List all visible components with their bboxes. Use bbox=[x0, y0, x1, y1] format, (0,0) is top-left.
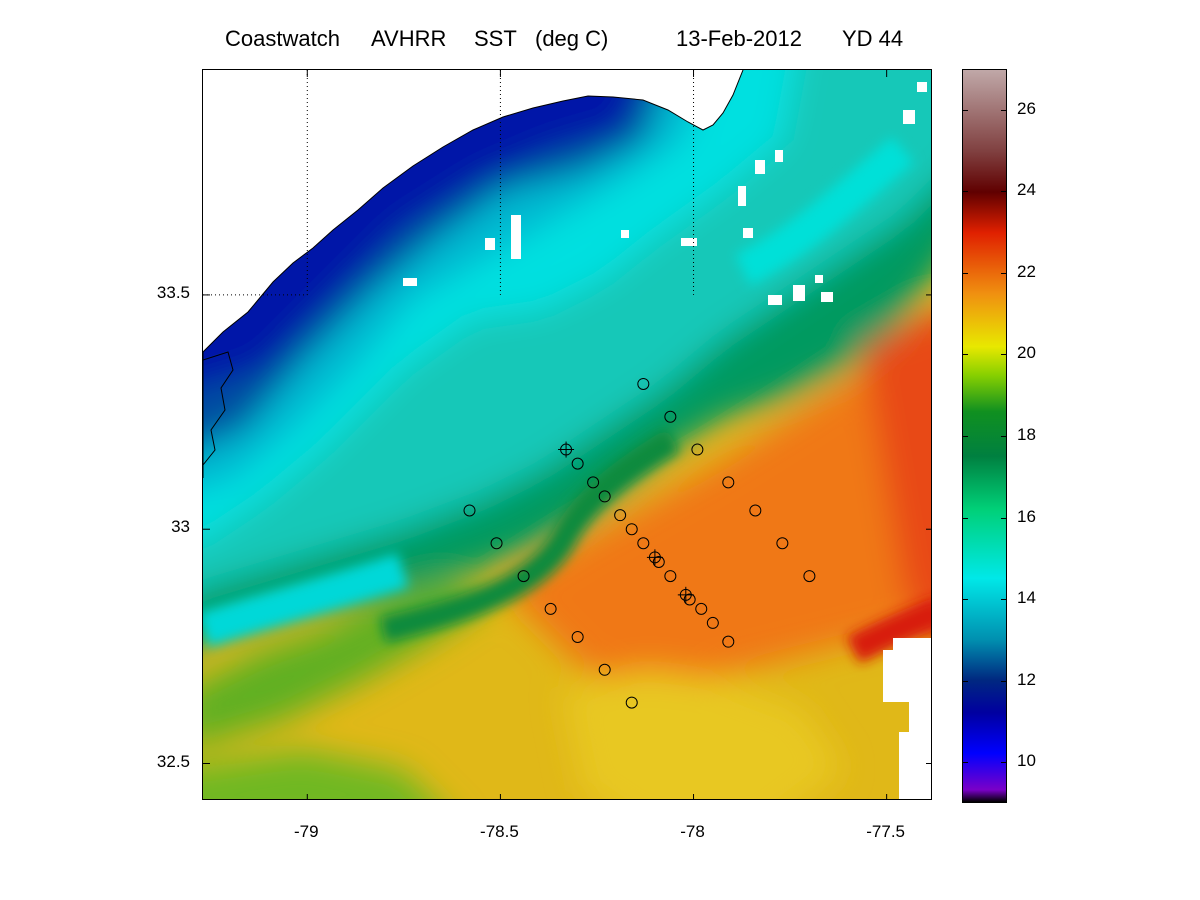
station-marker bbox=[664, 410, 677, 423]
station-marker bbox=[749, 504, 762, 517]
title-units: (deg C) bbox=[535, 26, 609, 51]
colorbar-tick bbox=[1001, 436, 1007, 437]
station-marker bbox=[652, 556, 665, 569]
colorbar-tick bbox=[962, 109, 968, 111]
station-marker bbox=[598, 663, 611, 676]
colorbar-tick bbox=[1001, 680, 1007, 682]
station-marker bbox=[683, 593, 696, 606]
station-marker bbox=[776, 537, 789, 550]
station-marker bbox=[571, 630, 584, 643]
colorbar-tick-label: 14 bbox=[1017, 588, 1036, 608]
title-variable: SST bbox=[474, 26, 517, 51]
station-marker bbox=[691, 443, 704, 456]
sst-map-canvas bbox=[203, 70, 931, 799]
station-marker bbox=[637, 377, 650, 390]
station-marker bbox=[637, 537, 650, 550]
colorbar-tick bbox=[962, 762, 968, 764]
lon-tick-label: -79 bbox=[293, 822, 319, 841]
gridlines bbox=[203, 70, 931, 799]
colorbar-tick bbox=[962, 517, 968, 519]
station-marker bbox=[706, 616, 719, 629]
colorbar-tick bbox=[1001, 599, 1007, 601]
colorbar-tick-label: 26 bbox=[1017, 98, 1036, 118]
colorbar-tick bbox=[1001, 517, 1007, 519]
station-marker bbox=[722, 635, 735, 648]
station-marker bbox=[587, 476, 600, 489]
station-marker bbox=[571, 457, 584, 470]
lon-tick-label: -77.5 bbox=[866, 822, 906, 841]
lat-tick-label: 32.5 bbox=[156, 751, 190, 771]
station-marker bbox=[722, 476, 735, 489]
colorbar-tick-label: 16 bbox=[1017, 506, 1036, 526]
station-marker bbox=[598, 490, 611, 503]
title-sensor: AVHRR bbox=[371, 26, 447, 51]
station-marker-plus bbox=[646, 549, 663, 566]
colorbar-tick bbox=[962, 354, 968, 356]
station-marker bbox=[463, 504, 476, 517]
colorbar-tick bbox=[962, 599, 968, 601]
colorbar-tick-label: 18 bbox=[1017, 425, 1036, 444]
lon-tick-label: -78 bbox=[680, 822, 705, 841]
station-marker bbox=[625, 523, 638, 536]
lat-tick-label: 33 bbox=[171, 517, 190, 537]
lon-tick-label: -78.5 bbox=[480, 822, 519, 841]
colorbar-tick bbox=[1001, 354, 1007, 356]
missing-data-patches bbox=[403, 82, 931, 799]
colorbar-tick-label: 22 bbox=[1017, 261, 1036, 281]
colorbar-tick-label: 10 bbox=[1017, 751, 1036, 771]
colorbar-tick bbox=[962, 272, 968, 274]
colorbar-tick bbox=[962, 680, 968, 682]
station-marker-plus bbox=[558, 441, 575, 458]
colorbar-tick bbox=[1001, 191, 1007, 193]
lat-tick-label: 33.5 bbox=[156, 282, 190, 302]
colorbar-tick bbox=[1001, 109, 1007, 111]
title-date: 13-Feb-2012 bbox=[676, 26, 802, 51]
station-marker bbox=[490, 537, 503, 550]
title-product: Coastwatch bbox=[225, 26, 340, 51]
colorbar-tick-label: 20 bbox=[1017, 343, 1036, 363]
station-marker bbox=[625, 696, 638, 709]
colorbar-tick bbox=[962, 191, 968, 193]
station-marker bbox=[664, 570, 677, 583]
title-yearday: YD 44 bbox=[842, 26, 904, 51]
sst-field bbox=[203, 70, 931, 799]
station-marker bbox=[544, 602, 557, 615]
station-marker bbox=[803, 570, 816, 583]
station-marker bbox=[614, 509, 627, 522]
sampling-stations bbox=[463, 377, 816, 709]
colorbar-tick bbox=[1001, 762, 1007, 764]
sst-map bbox=[202, 69, 932, 800]
inlet-coastline bbox=[203, 351, 234, 466]
station-marker bbox=[695, 602, 708, 615]
colorbar-tick bbox=[1001, 272, 1007, 274]
station-marker bbox=[517, 570, 530, 583]
colorbar-tick bbox=[962, 436, 968, 437]
colorbar-tick-label: 12 bbox=[1017, 669, 1036, 689]
coastline bbox=[203, 70, 744, 478]
station-marker-plus bbox=[677, 586, 694, 603]
colorbar-tick-label: 24 bbox=[1017, 180, 1036, 200]
